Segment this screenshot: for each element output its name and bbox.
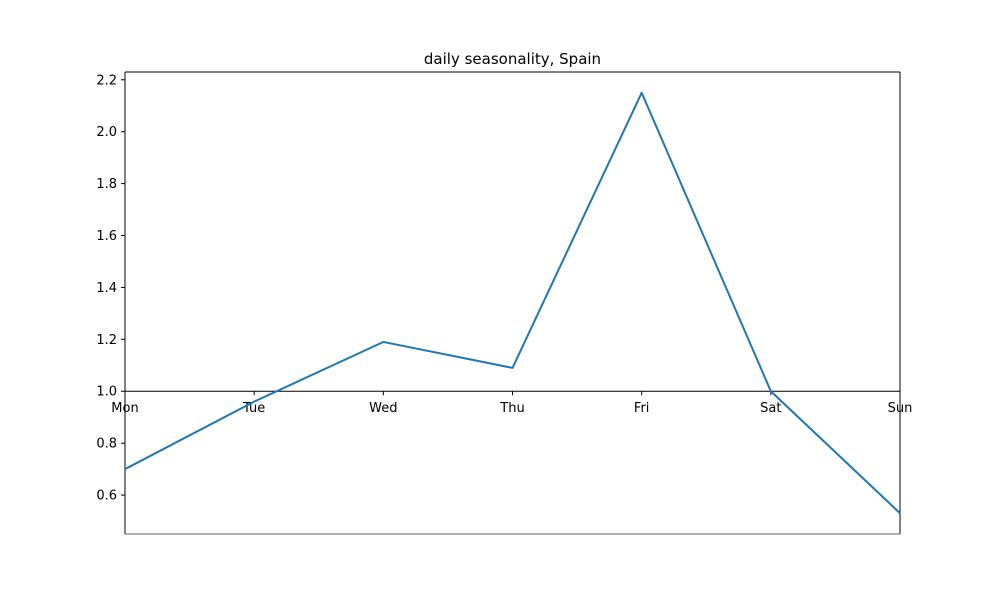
y-tick-label: 2.2 bbox=[96, 73, 117, 88]
y-tick-label: 0.8 bbox=[96, 437, 117, 452]
y-tick-label: 0.6 bbox=[96, 489, 117, 504]
series-layer bbox=[124, 91, 901, 514]
y-tick-label: 1.4 bbox=[96, 281, 117, 296]
chart-title: daily seasonality, Spain bbox=[424, 50, 601, 68]
y-tick-label: 1.6 bbox=[96, 229, 117, 244]
x-tick-label: Tue bbox=[242, 401, 265, 416]
series-line bbox=[124, 91, 901, 514]
x-tick-label: Mon bbox=[111, 401, 138, 416]
x-tick-label: Wed bbox=[369, 401, 397, 416]
x-tick-label: Thu bbox=[499, 401, 524, 416]
x-tick-label: Sat bbox=[760, 401, 781, 416]
x-tick-label: Sun bbox=[888, 401, 913, 416]
y-tick-label: 1.2 bbox=[96, 333, 117, 348]
y-tick-label: 1.8 bbox=[96, 177, 117, 192]
y-tick-label: 1.0 bbox=[96, 385, 117, 400]
y-tick-label: 2.0 bbox=[96, 125, 117, 140]
x-tick-label: Fri bbox=[634, 401, 650, 416]
tick-marks: 0.6 0.8 1.0 1.2 1.4 1.6 1.8 2.0 2.2 Mon Tue Wed Thu F… bbox=[96, 73, 912, 503]
